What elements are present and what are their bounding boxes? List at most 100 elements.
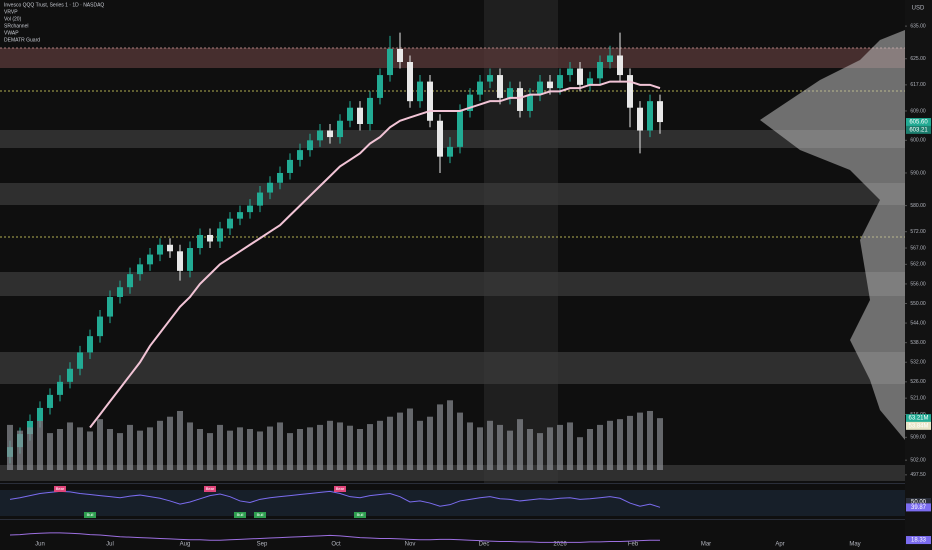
pane-divider — [0, 519, 905, 520]
y-tick-label: 572.00 — [910, 229, 926, 235]
volume-bar — [157, 420, 163, 470]
time-label: Feb — [628, 542, 639, 548]
candle-body — [477, 81, 483, 95]
y-tick-label: 509.00 — [910, 435, 926, 441]
volume-bar — [47, 433, 53, 470]
price-tag — [906, 421, 931, 430]
candle-body — [247, 205, 253, 213]
volume-bar — [267, 426, 273, 470]
time-label: Jun — [35, 542, 45, 548]
candle-body — [467, 94, 473, 111]
candle-body — [67, 368, 73, 382]
candle-body — [627, 75, 633, 108]
volume-bar — [417, 420, 423, 470]
candle-body — [327, 130, 333, 138]
candle-body — [267, 182, 273, 193]
candle-body — [47, 394, 53, 408]
volume-bar — [217, 424, 223, 470]
volume-bar — [447, 400, 453, 470]
volume-bar — [457, 412, 463, 470]
volume-bar — [17, 430, 23, 470]
price-tag — [906, 118, 931, 127]
signal-badge — [54, 486, 66, 492]
candle-body — [287, 159, 293, 173]
indicator-line — [9, 532, 660, 543]
volume-bar — [627, 415, 633, 470]
volume-bar — [317, 424, 323, 470]
volume-bar — [147, 427, 153, 470]
candle-body — [37, 407, 43, 421]
y-tick-label: 580.00 — [910, 203, 926, 209]
time-label: May — [849, 542, 860, 548]
y-tick-label: 550.00 — [910, 301, 926, 307]
indicator-label: DEMATR Guard — [4, 37, 40, 43]
volume-bar — [137, 430, 143, 470]
time-label: Dec — [479, 542, 490, 548]
volume-bar — [507, 430, 513, 470]
volume-bar — [107, 429, 113, 470]
price-tag-label: 605.60 — [909, 120, 928, 126]
volume-bar — [387, 416, 393, 470]
volume-bar — [67, 422, 73, 470]
y-tick-label: 556.00 — [910, 281, 926, 287]
time-label: Oct — [331, 542, 341, 548]
price-tag — [906, 125, 931, 134]
volume-bar — [117, 433, 123, 470]
y-tick-label: 538.00 — [910, 340, 926, 346]
volume-bar — [477, 427, 483, 470]
candle-body — [407, 62, 413, 102]
price-tag — [906, 498, 931, 506]
candle-body — [637, 107, 643, 131]
signal-label: Bear — [336, 486, 345, 491]
candle-body — [227, 218, 233, 229]
price-tag-label: 63.21M — [908, 416, 928, 422]
price-tag-label: 603.21 — [909, 127, 928, 133]
y-tick-label: 635.00 — [910, 23, 926, 29]
indicator-line — [89, 80, 661, 429]
y-tick-label: 600.00 — [910, 138, 926, 144]
signal-badge — [334, 486, 346, 492]
candle-body — [357, 107, 363, 125]
candle-body — [507, 88, 513, 98]
candle-body — [167, 244, 173, 252]
currency: USD — [912, 6, 925, 12]
volume-bar — [647, 410, 653, 470]
candle-body — [77, 352, 83, 369]
candle-body — [447, 146, 453, 157]
time-label: 2026 — [553, 542, 567, 548]
candle-body — [437, 120, 443, 157]
volume-bar — [227, 430, 233, 470]
price-tag — [906, 503, 931, 512]
candle-body — [587, 78, 593, 85]
candle-body — [557, 75, 563, 89]
time-label: Nov — [405, 542, 416, 548]
volume-bar — [187, 422, 193, 470]
indicator-label: VRVP — [4, 9, 18, 15]
volume-bar — [247, 429, 253, 470]
volume-bar — [367, 424, 373, 470]
candle-body — [457, 110, 463, 147]
volume-bar — [497, 424, 503, 470]
signal-label: Bull — [237, 512, 244, 517]
volume-bar — [427, 416, 433, 470]
time-label: Apr — [775, 542, 784, 548]
candle-body — [397, 48, 403, 63]
indicator-label: Vol (20) — [4, 16, 22, 22]
y-tick-label: 617.00 — [910, 82, 926, 88]
volume-bar — [297, 429, 303, 470]
volume-bar — [517, 419, 523, 470]
volume-profile — [760, 30, 905, 440]
volume-bar — [407, 408, 413, 470]
volume-bar — [437, 404, 443, 470]
signal-label: Bull — [87, 512, 94, 517]
signal-badge — [234, 512, 246, 518]
volume-bar — [7, 424, 13, 470]
candle-body — [527, 94, 533, 111]
volume-bar — [487, 420, 493, 470]
candle-body — [127, 274, 133, 288]
signal-badge — [254, 512, 266, 518]
volume-bar — [287, 433, 293, 470]
volume-bar — [197, 429, 203, 470]
volume-bar — [237, 427, 243, 470]
price-tag-label: 39.87 — [911, 505, 927, 511]
